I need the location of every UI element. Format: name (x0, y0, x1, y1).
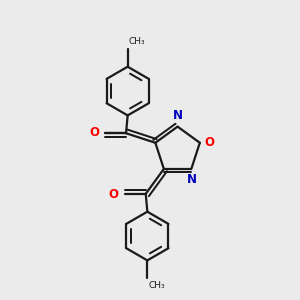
Text: O: O (109, 188, 119, 201)
Text: CH₃: CH₃ (129, 37, 145, 46)
Text: N: N (187, 173, 197, 187)
Text: O: O (205, 136, 215, 148)
Text: O: O (89, 126, 99, 139)
Text: N: N (173, 109, 183, 122)
Text: CH₃: CH₃ (148, 281, 165, 290)
